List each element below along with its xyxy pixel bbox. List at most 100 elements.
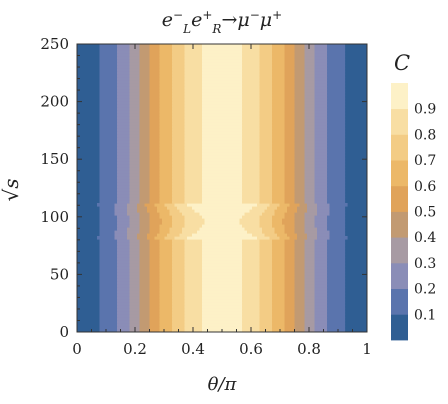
- contour-cell: [294, 296, 306, 300]
- contour-cell: [149, 152, 161, 156]
- contour-cell: [294, 224, 306, 228]
- contour-cell: [327, 305, 346, 309]
- contour-cell: [139, 287, 151, 291]
- contour-cell: [242, 188, 261, 192]
- contour-cell: [314, 290, 328, 294]
- contour-cell: [149, 170, 161, 174]
- contour-cell: [184, 179, 203, 183]
- contour-cell: [172, 284, 186, 288]
- contour-cell: [149, 110, 161, 114]
- contour-cell: [129, 77, 141, 81]
- contour-cell: [327, 314, 346, 318]
- contour-cell: [184, 326, 203, 330]
- contour-cell: [327, 167, 346, 171]
- contour-cell: [129, 155, 141, 159]
- contour-cell: [202, 191, 243, 195]
- contour-cell: [182, 212, 201, 216]
- contour-cell: [149, 293, 161, 297]
- contour-cell: [129, 68, 141, 72]
- contour-cell: [284, 242, 296, 246]
- contour-cell: [259, 185, 273, 189]
- contour-cell: [139, 314, 151, 318]
- contour-cell: [294, 53, 306, 57]
- contour-cell: [304, 239, 316, 243]
- contour-cell: [294, 185, 306, 189]
- contour-cell: [99, 281, 118, 285]
- contour-cell: [129, 107, 141, 111]
- contour-cell: [314, 308, 328, 312]
- contour-cell: [272, 116, 286, 120]
- contour-cell: [184, 74, 203, 78]
- y-tick-label: 150: [40, 150, 69, 168]
- contour-cell: [272, 125, 286, 129]
- contour-cell: [159, 116, 173, 120]
- contour-cell: [284, 44, 296, 48]
- contour-cell: [139, 131, 151, 135]
- contour-cell: [327, 263, 346, 267]
- contour-cell: [284, 182, 296, 186]
- contour-cell: [314, 146, 328, 150]
- contour-cell: [149, 71, 161, 75]
- contour-cell: [172, 245, 186, 249]
- contour-cell: [327, 119, 346, 123]
- contour-cell: [202, 305, 243, 309]
- contour-cell: [99, 212, 116, 216]
- contour-cell: [314, 239, 328, 243]
- contour-cell: [149, 320, 161, 324]
- contour-cell: [117, 137, 131, 141]
- contour-cell: [304, 68, 316, 72]
- contour-cell: [259, 239, 273, 243]
- contour-cell: [184, 128, 203, 132]
- contour-cell: [117, 164, 131, 168]
- contour-cell: [159, 197, 173, 201]
- contour-cell: [259, 59, 273, 63]
- contour-cell: [129, 83, 141, 87]
- contour-cell: [314, 293, 328, 297]
- contour-cell: [202, 314, 243, 318]
- contour-cell: [99, 308, 118, 312]
- contour-cell: [272, 215, 286, 219]
- contour-cell: [139, 308, 151, 312]
- contour-cell: [314, 119, 328, 123]
- contour-cell: [172, 176, 186, 180]
- contour-cell: [172, 191, 186, 195]
- contour-cell: [294, 158, 306, 162]
- contour-cell: [149, 143, 161, 147]
- contour-cell: [314, 89, 328, 93]
- contour-cell: [117, 56, 131, 60]
- contour-cell: [117, 98, 131, 102]
- contour-cell: [99, 59, 118, 63]
- contour-cell: [294, 128, 306, 132]
- contour-cell: [177, 206, 193, 210]
- contour-cell: [304, 224, 316, 228]
- contour-cell: [272, 107, 286, 111]
- contour-cell: [139, 305, 151, 309]
- contour-cell: [284, 191, 296, 195]
- contour-cell: [117, 314, 131, 318]
- contour-cell: [199, 212, 246, 216]
- contour-cell: [297, 236, 308, 240]
- contour-cell: [242, 299, 261, 303]
- contour-cell: [259, 221, 273, 225]
- contour-cell: [314, 242, 328, 246]
- contour-cell: [159, 47, 173, 51]
- contour-cell: [172, 137, 186, 141]
- title-part: L: [182, 22, 191, 36]
- contour-cell: [159, 89, 173, 93]
- contour-cell: [294, 167, 306, 171]
- contour-cell: [304, 107, 316, 111]
- contour-cell: [202, 140, 243, 144]
- contour-cell: [304, 149, 316, 153]
- contour-cell: [184, 215, 203, 219]
- contour-cell: [294, 269, 306, 273]
- contour-cell: [202, 152, 243, 156]
- contour-cell: [284, 179, 296, 183]
- contour-cell: [289, 236, 298, 240]
- contour-cell: [184, 155, 203, 159]
- contour-cell: [327, 164, 346, 168]
- contour-cell: [139, 281, 151, 285]
- contour-cell: [167, 233, 181, 237]
- contour-cell: [204, 218, 241, 222]
- contour-cell: [202, 164, 243, 168]
